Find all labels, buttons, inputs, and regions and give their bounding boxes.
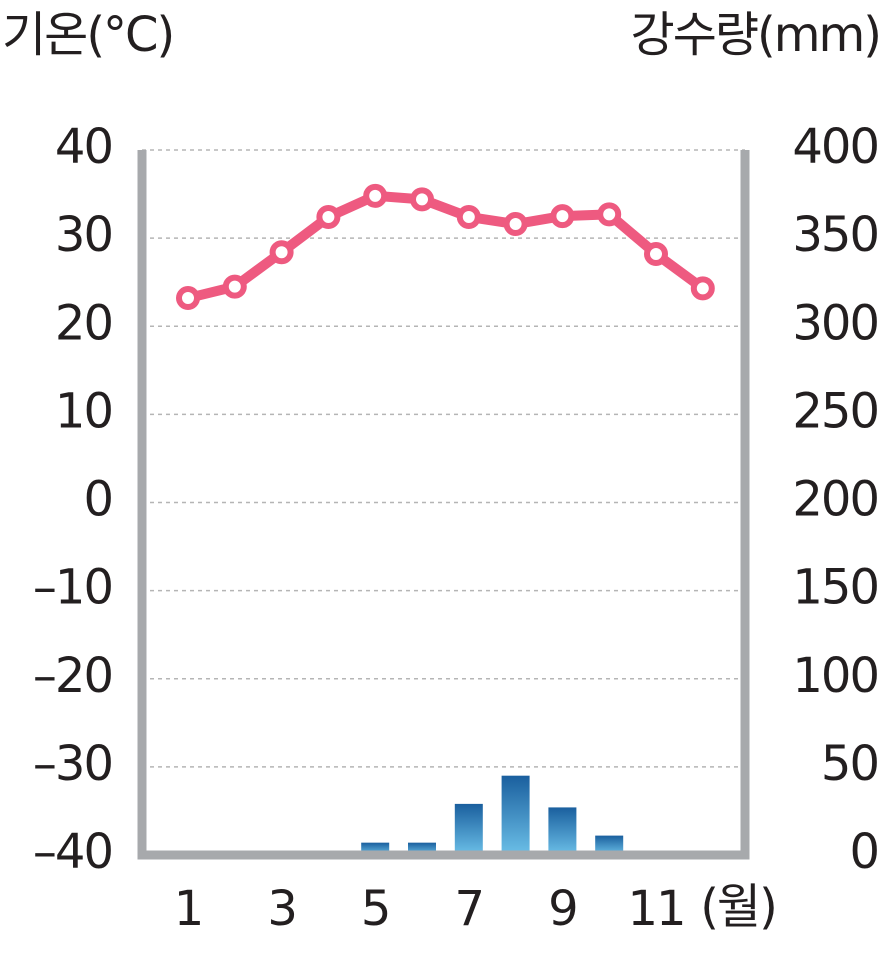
y2-tick-label: 350 [792, 207, 878, 263]
frame [137, 150, 750, 860]
labels: –40–30–20–100102030400501001502002503003… [33, 119, 880, 937]
x-tick-label: 5 [361, 881, 390, 937]
temperature-point [690, 276, 715, 301]
temperature-point [222, 274, 247, 299]
y2-tick-label: 300 [792, 295, 878, 351]
temperature-point [503, 212, 528, 237]
y-tick-label: 0 [83, 472, 112, 528]
x-tick-label: 9 [548, 881, 577, 937]
y-tick-label: –20 [33, 648, 112, 704]
temperature-point [269, 240, 294, 265]
y-tick-label: 40 [55, 119, 112, 175]
temperature-point [644, 241, 668, 266]
y-tick-label: 20 [55, 295, 112, 351]
x-tick-label: 1 [174, 881, 203, 937]
x-tick-label: 11 [627, 881, 684, 937]
temperature-point [456, 204, 481, 229]
y-tick-label: –10 [33, 560, 112, 616]
y-axis-label: 기온(°C) [2, 7, 173, 63]
y2-tick-label: 50 [821, 736, 878, 792]
temperature-point [597, 202, 622, 227]
temperature-point [316, 204, 341, 229]
x-tick-label: 3 [267, 881, 296, 937]
bar [454, 803, 483, 855]
x-axis-label: (월) [700, 879, 776, 935]
y2-axis-label: 강수량(mm) [631, 7, 880, 63]
plot-frame [137, 150, 750, 860]
bars [267, 775, 670, 855]
y2-tick-label: 400 [792, 119, 878, 175]
line-layer [176, 183, 715, 311]
bar [595, 835, 624, 855]
y-tick-label: –40 [33, 824, 112, 880]
bar [548, 807, 577, 855]
temperature-point [410, 187, 434, 212]
temperature-point [550, 204, 575, 229]
temperature-point [176, 286, 200, 311]
y-tick-label: 30 [55, 207, 112, 263]
x-tick-label: 7 [455, 881, 484, 937]
y2-tick-label: 0 [849, 824, 878, 880]
y2-tick-label: 150 [792, 560, 878, 616]
y-tick-label: 10 [55, 383, 112, 439]
temperature-line [186, 190, 706, 303]
temperature-point [363, 183, 388, 208]
y-tick-label: –30 [33, 736, 112, 792]
y2-tick-label: 250 [792, 383, 878, 439]
bar [501, 775, 530, 855]
y2-tick-label: 200 [792, 472, 878, 528]
y2-tick-label: 100 [792, 648, 878, 704]
